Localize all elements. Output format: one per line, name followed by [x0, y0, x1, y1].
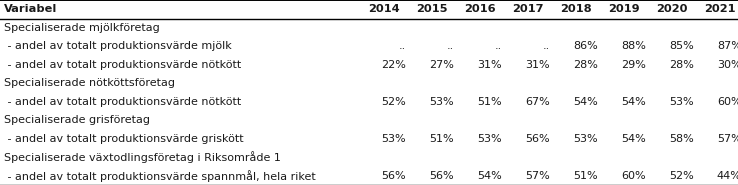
Text: 52%: 52%: [669, 171, 694, 181]
Text: ..: ..: [446, 41, 454, 51]
Text: 31%: 31%: [477, 60, 502, 70]
Text: 51%: 51%: [430, 134, 454, 144]
Text: 28%: 28%: [669, 60, 694, 70]
Text: 86%: 86%: [573, 41, 598, 51]
Text: 60%: 60%: [621, 171, 646, 181]
Text: 53%: 53%: [669, 97, 694, 107]
Text: 51%: 51%: [477, 97, 502, 107]
Text: 53%: 53%: [382, 134, 406, 144]
Text: - andel av totalt produktionsvärde spannmål, hela riket: - andel av totalt produktionsvärde spann…: [4, 170, 315, 182]
Text: 54%: 54%: [621, 134, 646, 144]
Text: - andel av totalt produktionsvärde nötkött: - andel av totalt produktionsvärde nötkö…: [4, 97, 241, 107]
Text: 57%: 57%: [717, 134, 738, 144]
Text: Variabel: Variabel: [4, 4, 57, 14]
Text: 56%: 56%: [430, 171, 454, 181]
Text: 2015: 2015: [416, 4, 448, 14]
Text: 2016: 2016: [464, 4, 496, 14]
Text: 2018: 2018: [560, 4, 592, 14]
Text: 53%: 53%: [477, 134, 502, 144]
Text: 51%: 51%: [573, 171, 598, 181]
Text: - andel av totalt produktionsvärde mjölk: - andel av totalt produktionsvärde mjölk: [4, 41, 232, 51]
Text: ..: ..: [542, 41, 550, 51]
Text: 28%: 28%: [573, 60, 598, 70]
Text: 30%: 30%: [717, 60, 738, 70]
Text: 58%: 58%: [669, 134, 694, 144]
Text: 57%: 57%: [525, 171, 550, 181]
Text: Specialiserade mjölkföretag: Specialiserade mjölkföretag: [4, 23, 159, 33]
Text: 87%: 87%: [717, 41, 738, 51]
Text: 44%: 44%: [717, 171, 738, 181]
Text: 54%: 54%: [621, 97, 646, 107]
Text: 52%: 52%: [381, 97, 406, 107]
Text: 53%: 53%: [573, 134, 598, 144]
Text: Specialiserade växtodlingsföretag i Riksområde 1: Specialiserade växtodlingsföretag i Riks…: [4, 151, 280, 163]
Text: 27%: 27%: [429, 60, 454, 70]
Text: 67%: 67%: [525, 97, 550, 107]
Text: - andel av totalt produktionsvärde griskött: - andel av totalt produktionsvärde grisk…: [4, 134, 244, 144]
Text: ..: ..: [494, 41, 502, 51]
Text: 88%: 88%: [621, 41, 646, 51]
Text: 22%: 22%: [381, 60, 406, 70]
Text: 54%: 54%: [573, 97, 598, 107]
Text: 85%: 85%: [669, 41, 694, 51]
Text: Specialiserade grisföretag: Specialiserade grisföretag: [4, 115, 150, 125]
Text: 31%: 31%: [525, 60, 550, 70]
Text: 60%: 60%: [717, 97, 738, 107]
Text: 2020: 2020: [656, 4, 688, 14]
Text: - andel av totalt produktionsvärde nötkött: - andel av totalt produktionsvärde nötkö…: [4, 60, 241, 70]
Text: 54%: 54%: [477, 171, 502, 181]
Text: 2019: 2019: [608, 4, 640, 14]
Text: 2017: 2017: [512, 4, 544, 14]
Text: 56%: 56%: [525, 134, 550, 144]
Text: 29%: 29%: [621, 60, 646, 70]
Text: 56%: 56%: [382, 171, 406, 181]
Text: 2021: 2021: [704, 4, 736, 14]
Text: 53%: 53%: [430, 97, 454, 107]
Text: 2014: 2014: [368, 4, 400, 14]
Text: ..: ..: [399, 41, 406, 51]
Text: Specialiserade nötköttsföretag: Specialiserade nötköttsföretag: [4, 78, 175, 88]
